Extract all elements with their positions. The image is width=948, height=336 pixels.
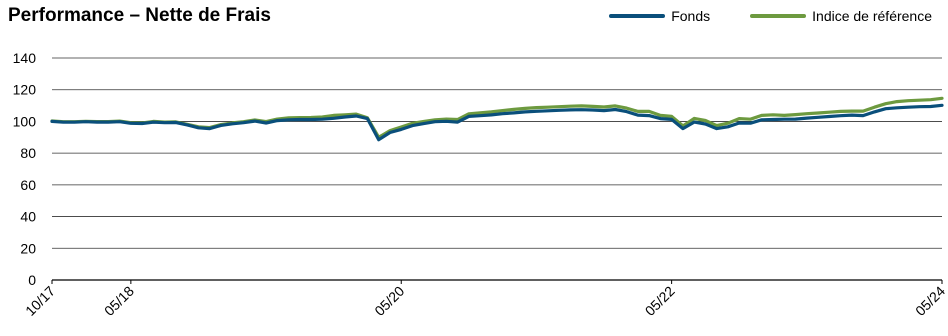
legend-item-fonds: Fonds xyxy=(609,8,710,24)
legend-label-fonds: Fonds xyxy=(671,8,711,24)
chart-legend: Fonds Indice de référence xyxy=(569,8,932,24)
y-tick-label: 100 xyxy=(13,113,37,129)
x-axis-ticks: 10/17 05/18 05/20 05/22 05/24 xyxy=(22,280,948,319)
series-line-fonds xyxy=(50,103,944,142)
legend-swatch-indice xyxy=(750,14,807,18)
series-lines xyxy=(50,96,944,142)
legend-item-indice: Indice de référence xyxy=(750,8,932,24)
legend-swatch-fonds xyxy=(609,14,666,18)
y-tick-label: 0 xyxy=(28,272,36,288)
y-tick-label: 80 xyxy=(20,145,36,161)
y-tick-label: 140 xyxy=(13,50,37,66)
y-tick-label: 60 xyxy=(20,177,36,193)
y-axis-ticks: 0 20 40 60 80 100 120 140 xyxy=(13,50,37,288)
legend-label-indice: Indice de référence xyxy=(812,8,932,24)
chart-title: Performance – Nette de Frais xyxy=(8,5,271,26)
x-tick-label: 05/22 xyxy=(642,283,678,319)
y-tick-label: 20 xyxy=(20,240,36,256)
x-tick-label: 05/24 xyxy=(912,283,948,319)
x-tick-label: 10/17 xyxy=(22,283,58,319)
x-tick-label: 05/18 xyxy=(101,283,137,319)
y-tick-label: 120 xyxy=(13,82,37,98)
gridlines xyxy=(52,57,942,281)
y-tick-label: 40 xyxy=(20,209,36,225)
x-tick-label: 05/20 xyxy=(371,283,407,319)
